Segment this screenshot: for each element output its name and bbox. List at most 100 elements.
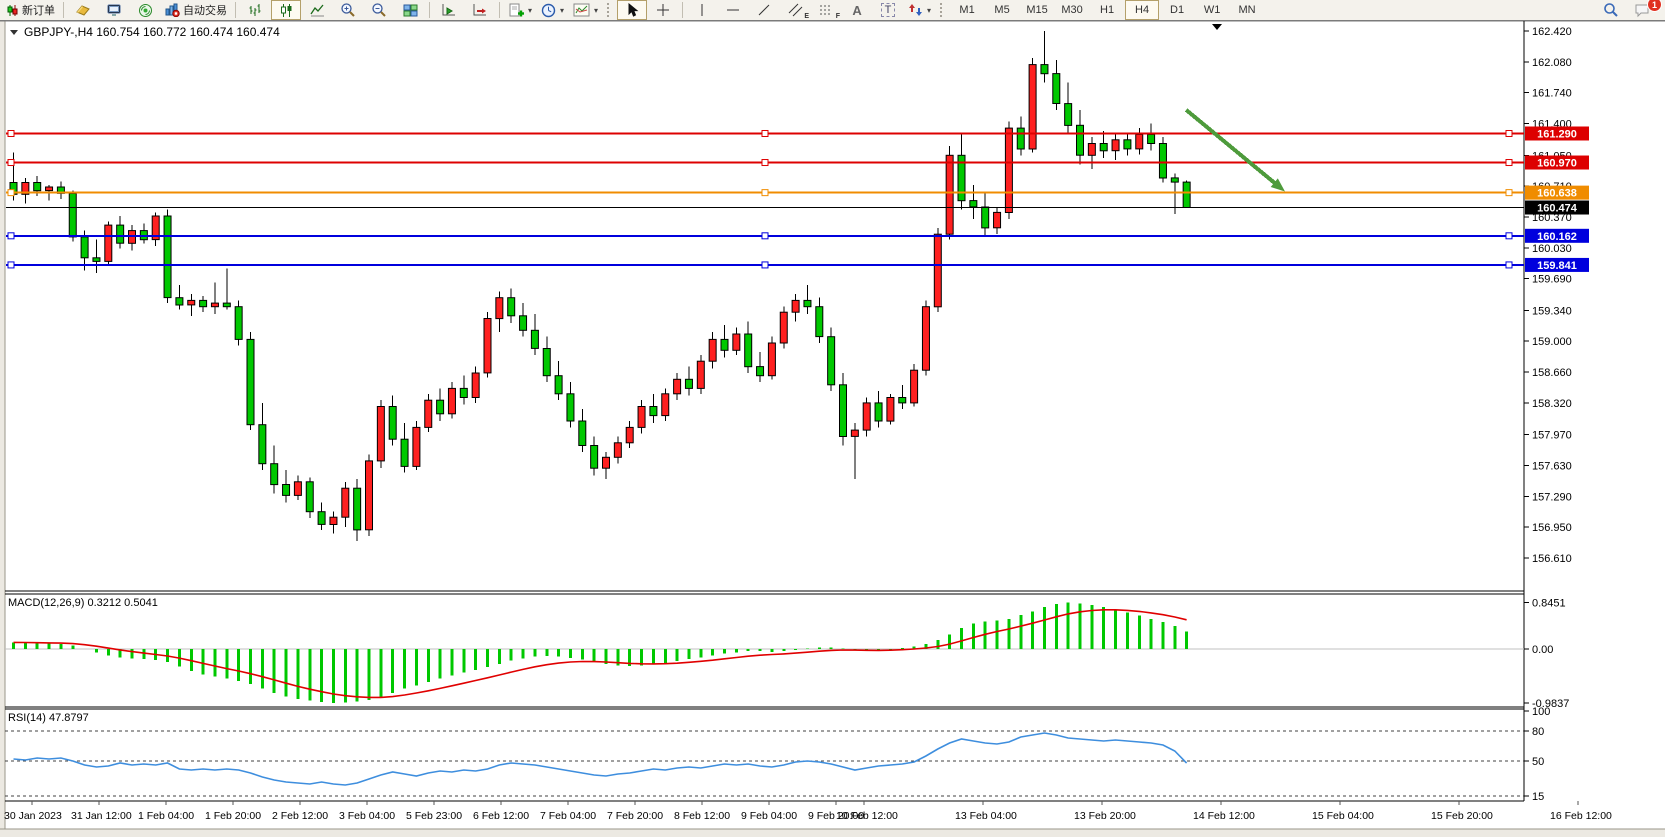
svg-text:31 Jan 12:00: 31 Jan 12:00 bbox=[71, 810, 132, 822]
macd-panel: 0.8451 0.00 -0.9837 MACD(12,26,9) 0.3212 0.… bbox=[5, 597, 1569, 710]
trendline-button[interactable] bbox=[749, 0, 779, 20]
clock-icon bbox=[541, 3, 556, 17]
signals-icon bbox=[138, 3, 153, 18]
indicators-button[interactable]: ▾ bbox=[504, 0, 536, 20]
svg-text:8 Feb 12:00: 8 Feb 12:00 bbox=[674, 810, 730, 822]
templates-button[interactable]: ▾ bbox=[569, 0, 602, 20]
text-tool-button[interactable]: A bbox=[842, 0, 872, 20]
trendline-icon bbox=[758, 4, 770, 16]
timeframe-m15-button[interactable]: M15 bbox=[1026, 4, 1048, 16]
chart-title[interactable]: GBPJPY-,H4 160.754 160.772 160.474 160.4… bbox=[10, 25, 280, 39]
horizontal-line-icon bbox=[727, 9, 740, 11]
crosshair-icon bbox=[657, 4, 670, 16]
fibonacci-button[interactable]: F bbox=[811, 0, 841, 20]
svg-text:161.290: 161.290 bbox=[1537, 128, 1577, 140]
svg-text:30 Jan 2023: 30 Jan 2023 bbox=[4, 810, 62, 822]
support-resistance-lines[interactable] bbox=[6, 129, 1524, 269]
vertical-line-icon bbox=[701, 4, 703, 16]
svg-text:7 Feb 04:00: 7 Feb 04:00 bbox=[540, 810, 596, 822]
svg-text:MACD(12,26,9) 0.3212 0.5041: MACD(12,26,9) 0.3212 0.5041 bbox=[8, 597, 158, 609]
time-axis: 30 Jan 2023 31 Jan 12:00 1 Feb 04:00 1 Feb … bbox=[4, 801, 1612, 822]
autotrading-label: 自动交易 bbox=[183, 5, 227, 17]
search-button[interactable] bbox=[1596, 0, 1626, 20]
candlestick-chart-button[interactable] bbox=[271, 0, 301, 20]
fibonacci-icon bbox=[819, 5, 832, 15]
timeframe-w1-button[interactable]: W1 bbox=[1203, 4, 1221, 16]
svg-text:9 Feb 04:00: 9 Feb 04:00 bbox=[741, 810, 797, 822]
line-chart-button[interactable] bbox=[302, 0, 332, 20]
dropdown-arrow: ▾ bbox=[927, 5, 932, 15]
bar-chart-button[interactable] bbox=[240, 0, 270, 20]
zoom-out-button[interactable] bbox=[364, 0, 394, 20]
horizontal-line-button[interactable] bbox=[718, 0, 748, 20]
svg-text:9 Feb 20:00: 9 Feb 20:00 bbox=[808, 810, 864, 822]
svg-text:159.000: 159.000 bbox=[1532, 336, 1572, 348]
timeframe-m5-button[interactable]: M5 bbox=[994, 4, 1010, 16]
zoom-in-button[interactable] bbox=[333, 0, 363, 20]
svg-text:157.290: 157.290 bbox=[1532, 491, 1572, 503]
svg-text:0.8451: 0.8451 bbox=[1532, 598, 1566, 610]
channel-letter: E bbox=[804, 13, 810, 20]
svg-text:157.630: 157.630 bbox=[1532, 460, 1572, 472]
svg-text:161.740: 161.740 bbox=[1532, 88, 1572, 100]
svg-text:100: 100 bbox=[1532, 706, 1550, 718]
svg-text:159.340: 159.340 bbox=[1532, 305, 1572, 317]
svg-text:6 Feb 12:00: 6 Feb 12:00 bbox=[473, 810, 529, 822]
text-label-button[interactable]: T bbox=[873, 0, 903, 20]
svg-text:157.970: 157.970 bbox=[1532, 430, 1572, 442]
timeframe-h4-button[interactable]: H4 bbox=[1125, 0, 1160, 20]
arrows-tool-button[interactable]: ▾ bbox=[904, 0, 935, 20]
channel-icon bbox=[788, 3, 802, 17]
chart-canvas[interactable]: 162.420162.080161.740161.400161.050160.7… bbox=[0, 21, 1665, 837]
svg-text:1 Feb 04:00: 1 Feb 04:00 bbox=[138, 810, 194, 822]
svg-text:15 Feb 04:00: 15 Feb 04:00 bbox=[1312, 810, 1374, 822]
svg-text:156.610: 156.610 bbox=[1532, 553, 1572, 565]
price-badges: 161.290 160.970 160.638 160.162 159.841 160.4… bbox=[1525, 126, 1589, 272]
signals-button[interactable] bbox=[130, 0, 160, 20]
toolbar-grip bbox=[607, 3, 612, 17]
tile-windows-button[interactable] bbox=[395, 0, 425, 20]
crosshair-button[interactable] bbox=[648, 0, 678, 20]
timeframe-m1-button[interactable]: M1 bbox=[959, 4, 975, 16]
fibonacci-letter: F bbox=[835, 13, 841, 20]
toolbar-grip bbox=[940, 3, 945, 17]
svg-text:1 Feb 20:00: 1 Feb 20:00 bbox=[205, 810, 261, 822]
svg-text:160.162: 160.162 bbox=[1537, 231, 1577, 243]
chart-shift-button[interactable] bbox=[465, 0, 495, 20]
svg-text:10 Feb 12:00: 10 Feb 12:00 bbox=[836, 810, 898, 822]
svg-text:13 Feb 20:00: 13 Feb 20:00 bbox=[1074, 810, 1136, 822]
trend-arrow-annotation[interactable] bbox=[1184, 108, 1285, 192]
svg-text:156.950: 156.950 bbox=[1532, 522, 1572, 534]
timeframe-h1-button[interactable]: H1 bbox=[1100, 4, 1115, 16]
svg-text:13 Feb 04:00: 13 Feb 04:00 bbox=[955, 810, 1017, 822]
svg-text:160.370: 160.370 bbox=[1532, 212, 1572, 224]
auto-scroll-button[interactable] bbox=[434, 0, 464, 20]
svg-text:80: 80 bbox=[1532, 726, 1544, 738]
new-order-button[interactable]: 新订单 bbox=[2, 0, 59, 20]
periods-button[interactable]: ▾ bbox=[537, 0, 568, 20]
svg-text:7 Feb 20:00: 7 Feb 20:00 bbox=[607, 810, 663, 822]
bar-chart-icon bbox=[249, 3, 260, 16]
arrows-tool-icon bbox=[909, 4, 923, 16]
cursor-button[interactable] bbox=[617, 0, 648, 20]
data-window-button[interactable] bbox=[99, 0, 129, 20]
tile-windows-icon bbox=[403, 4, 417, 16]
svg-text:160.030: 160.030 bbox=[1532, 243, 1572, 255]
market-watch-button[interactable] bbox=[68, 0, 98, 20]
autotrading-button[interactable]: 自动交易 bbox=[161, 0, 231, 20]
line-chart-icon bbox=[309, 4, 324, 16]
chart-window[interactable]: 162.420162.080161.740161.400161.050160.7… bbox=[0, 21, 1665, 837]
candlestick-chart-icon bbox=[280, 3, 291, 17]
timeframe-m30-button[interactable]: M30 bbox=[1061, 4, 1083, 16]
timeframe-mn-button[interactable]: MN bbox=[1238, 4, 1256, 16]
chat-button[interactable]: 1 bbox=[1627, 0, 1662, 20]
text-label-icon: T bbox=[880, 3, 896, 17]
svg-text:158.660: 158.660 bbox=[1532, 367, 1572, 379]
dropdown-arrow: ▾ bbox=[528, 5, 533, 15]
search-icon bbox=[1604, 3, 1618, 17]
separator bbox=[63, 2, 64, 18]
timeframe-d1-button[interactable]: D1 bbox=[1170, 4, 1185, 16]
separator bbox=[499, 2, 500, 18]
equidistant-channel-button[interactable]: E bbox=[780, 0, 810, 20]
vertical-line-button[interactable] bbox=[687, 0, 717, 20]
